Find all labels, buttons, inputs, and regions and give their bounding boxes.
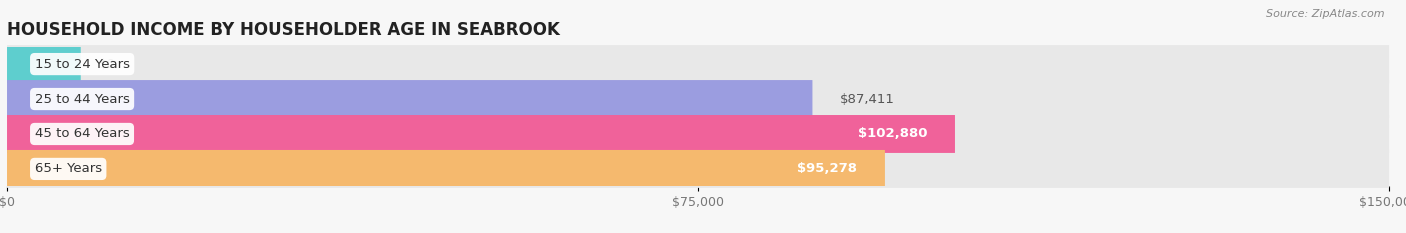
Text: 25 to 44 Years: 25 to 44 Years <box>35 93 129 106</box>
Text: $95,278: $95,278 <box>797 162 858 175</box>
FancyBboxPatch shape <box>7 115 955 153</box>
Text: HOUSEHOLD INCOME BY HOUSEHOLDER AGE IN SEABROOK: HOUSEHOLD INCOME BY HOUSEHOLDER AGE IN S… <box>7 21 560 39</box>
Text: $87,411: $87,411 <box>839 93 896 106</box>
FancyBboxPatch shape <box>7 45 1389 83</box>
Text: $102,880: $102,880 <box>858 127 928 140</box>
Text: 15 to 24 Years: 15 to 24 Years <box>35 58 129 71</box>
Text: Source: ZipAtlas.com: Source: ZipAtlas.com <box>1267 9 1385 19</box>
FancyBboxPatch shape <box>7 115 1389 153</box>
Text: 45 to 64 Years: 45 to 64 Years <box>35 127 129 140</box>
FancyBboxPatch shape <box>7 80 1389 118</box>
FancyBboxPatch shape <box>7 45 80 83</box>
Text: 65+ Years: 65+ Years <box>35 162 101 175</box>
FancyBboxPatch shape <box>7 150 1389 188</box>
FancyBboxPatch shape <box>7 80 813 118</box>
FancyBboxPatch shape <box>7 150 884 188</box>
Text: $0: $0 <box>100 58 117 71</box>
